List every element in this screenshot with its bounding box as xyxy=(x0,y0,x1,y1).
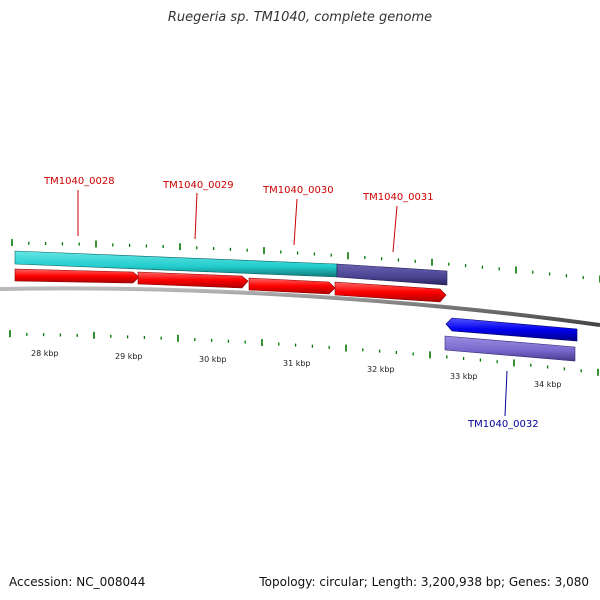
top-tick-row xyxy=(11,239,600,283)
genome-title: Ruegeria sp. TM1040, complete genome xyxy=(167,10,433,25)
cds-arrow-0030[interactable] xyxy=(248,277,336,295)
cds-reverse-row xyxy=(444,317,578,362)
scale-label-30: 30 kbp xyxy=(199,355,227,364)
gene-bars-top xyxy=(14,250,448,286)
scale-labels: 28 kbp 29 kbp 30 kbp 31 kbp 32 kbp 33 kb… xyxy=(31,349,562,389)
cds-arrow-0032[interactable] xyxy=(445,317,578,342)
gene-labels: TM1040_0028 TM1040_0029 TM1040_0030 TM10… xyxy=(43,176,539,430)
gene-label-0031[interactable]: TM1040_0031 xyxy=(362,192,434,203)
gene-label-0028[interactable]: TM1040_0028 xyxy=(43,176,115,187)
scale-label-28: 28 kbp xyxy=(31,349,59,358)
accession-text: Accession: NC_008044 xyxy=(9,575,146,589)
bottom-tick-row xyxy=(9,330,599,376)
cds-arrow-0029[interactable] xyxy=(137,271,249,289)
gene-label-0030[interactable]: TM1040_0030 xyxy=(262,185,334,196)
scale-label-34: 34 kbp xyxy=(534,380,562,389)
cds-arrow-0028[interactable] xyxy=(14,268,140,284)
genome-backbone xyxy=(0,286,600,327)
gene-label-0032[interactable]: TM1040_0032 xyxy=(467,419,539,430)
gene-bar-0031[interactable] xyxy=(336,263,448,286)
gene-label-0029[interactable]: TM1040_0029 xyxy=(162,180,234,191)
gene-bar-0032[interactable] xyxy=(444,335,576,362)
scale-label-31: 31 kbp xyxy=(283,359,311,368)
label-leaders xyxy=(77,190,508,417)
scale-label-33: 33 kbp xyxy=(450,372,478,381)
cds-forward-row xyxy=(14,268,447,303)
cds-arrow-0031[interactable] xyxy=(334,281,447,303)
genome-summary-text: Topology: circular; Length: 3,200,938 bp… xyxy=(259,575,589,589)
scale-label-29: 29 kbp xyxy=(115,352,143,361)
scale-label-32: 32 kbp xyxy=(367,365,395,374)
